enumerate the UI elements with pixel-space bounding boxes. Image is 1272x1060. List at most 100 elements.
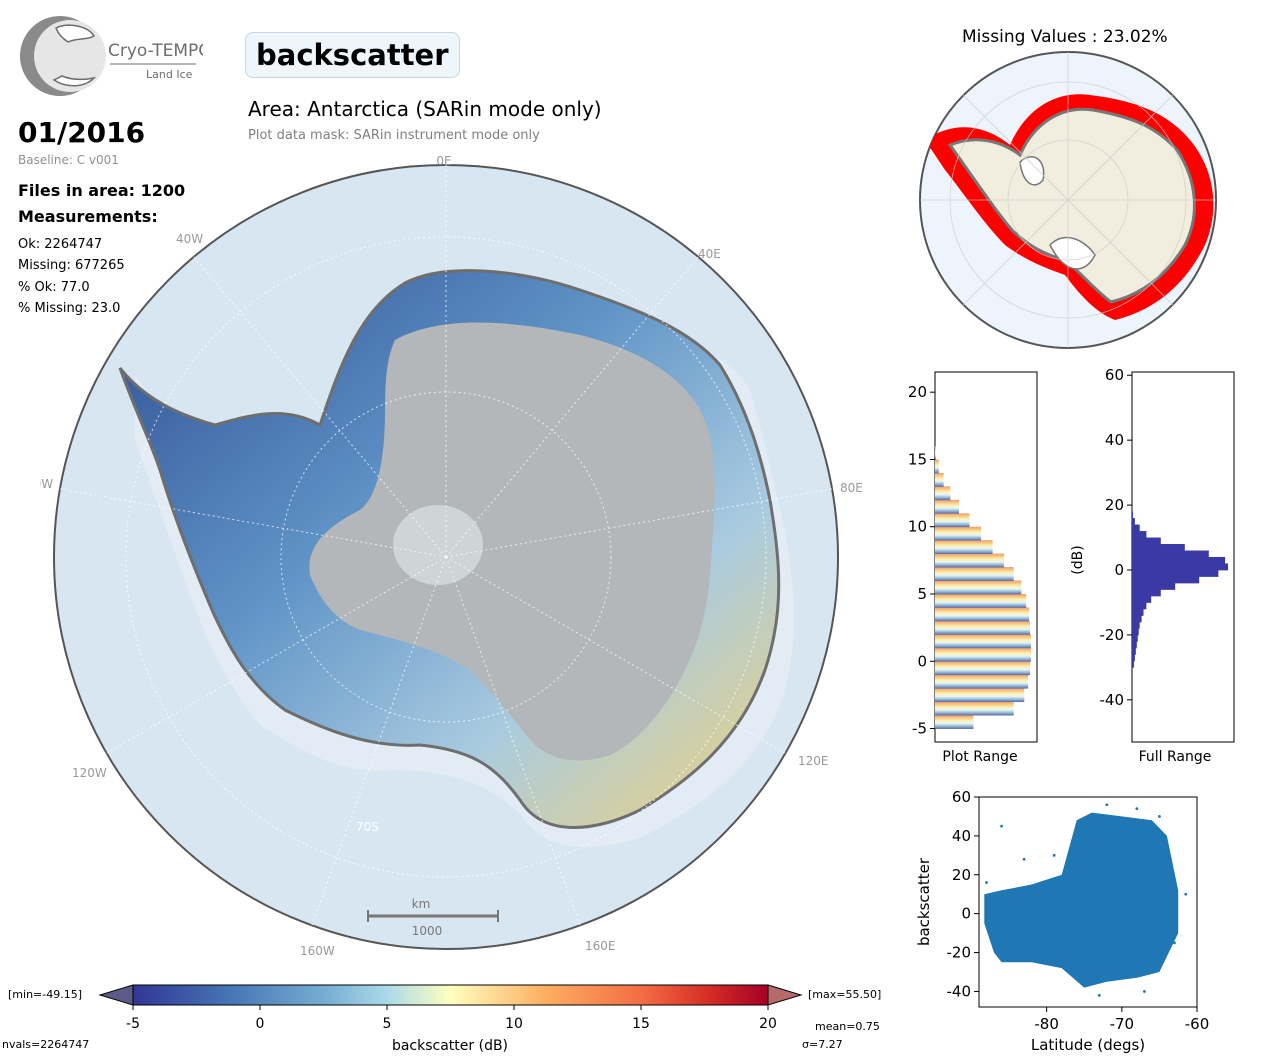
latitude-scatter: -40 -20 0 20 40 60 -80 -70 -60 backscatter Latit… bbox=[915, 788, 1209, 1054]
full-range-hist-bar bbox=[1132, 602, 1147, 610]
plot-range-hist-bar bbox=[935, 674, 1029, 689]
colorbar-tick-label: 0 bbox=[256, 1016, 265, 1032]
scatter-point bbox=[1142, 990, 1146, 993]
stat-pct-ok: % Ok: 77.0 bbox=[18, 280, 90, 295]
scatter-ytick-label: 40 bbox=[952, 827, 971, 845]
plot-range-hist-bar bbox=[935, 459, 939, 474]
colorbar-label: backscatter (dB) bbox=[392, 1038, 508, 1054]
scatter-ytick-label: -20 bbox=[947, 944, 972, 962]
full-range-hist-bar bbox=[1132, 660, 1134, 668]
scatter-point bbox=[985, 881, 988, 884]
full-range-hist-bar bbox=[1132, 531, 1147, 538]
lat-label-70s: 70S bbox=[356, 820, 379, 834]
colorbar-tick-label: 10 bbox=[505, 1016, 523, 1032]
colorbar-min-label: [min=-49.15] bbox=[8, 988, 83, 1001]
full-range-hist-tick-label: 60 bbox=[1105, 366, 1124, 384]
full-range-hist-tick-label: 40 bbox=[1105, 431, 1124, 449]
colorbar-tick-label: 15 bbox=[632, 1016, 650, 1032]
plot-range-hist-bar bbox=[935, 647, 1031, 662]
full-range-hist-bar bbox=[1132, 563, 1228, 571]
full-range-hist-tick-label: -20 bbox=[1100, 626, 1125, 644]
pole-hole bbox=[393, 505, 483, 585]
plot-range-hist-bar bbox=[935, 701, 1014, 716]
plot-range-hist-bar bbox=[935, 580, 1022, 595]
plot-range-hist-tick-label: 0 bbox=[917, 652, 927, 670]
plot-range-hist-bar bbox=[935, 446, 936, 460]
full-range-hist-bar bbox=[1132, 628, 1139, 636]
full-range-hist-bar bbox=[1132, 582, 1176, 590]
full-range-hist-bar bbox=[1132, 569, 1219, 577]
full-range-hist-tick-label: 0 bbox=[1114, 561, 1124, 579]
full-range-hist-bar bbox=[1132, 654, 1135, 662]
plot-range-hist-bar bbox=[935, 526, 982, 541]
mask-note: Plot data mask: SARin instrument mode on… bbox=[248, 128, 540, 143]
files-in-area: Files in area: 1200 bbox=[18, 181, 186, 200]
full-range-hist-bar bbox=[1132, 595, 1152, 603]
scatter-point bbox=[1000, 824, 1003, 828]
full-range-hist-bar bbox=[1132, 576, 1200, 584]
scatter-point bbox=[1105, 803, 1109, 807]
baseline-label: Baseline: C v001 bbox=[18, 153, 119, 167]
scatter-point bbox=[1022, 857, 1026, 861]
full-range-hist-bar bbox=[1132, 544, 1185, 551]
plot-range-hist-bar bbox=[935, 540, 993, 555]
interior-no-data bbox=[309, 322, 715, 761]
plot-range-hist-bar bbox=[935, 688, 1025, 703]
area-title: Area: Antarctica (SARin mode only) bbox=[248, 97, 602, 121]
colorbar-tick-label: 20 bbox=[759, 1016, 777, 1032]
nvals-label: nvals=2264747 bbox=[2, 1038, 90, 1051]
date-label: 01/2016 bbox=[18, 116, 146, 149]
logo-name: Cryo-TEMPO bbox=[108, 41, 203, 61]
plot-range-hist-bar bbox=[935, 486, 951, 501]
lon-label-120w: 120W bbox=[72, 766, 107, 780]
lon-label-160e: 160E bbox=[585, 939, 616, 953]
plot-range-histogram: -5 0 5 10 15 20 Plot Range bbox=[908, 371, 1038, 765]
colorbar: -5 0 5 10 15 20 backscatter (dB) bbox=[98, 984, 803, 1054]
full-range-hist-bar bbox=[1132, 647, 1136, 655]
lon-label-40e: 40E bbox=[698, 247, 721, 261]
scatter-xtick-label: -70 bbox=[1110, 1015, 1135, 1033]
stat-ok: Ok: 2264747 bbox=[18, 237, 103, 252]
cryo-tempo-logo: Cryo-TEMPO Land Ice bbox=[18, 14, 212, 100]
full-range-hist-bar bbox=[1132, 511, 1133, 519]
scatter-ytick-label: 60 bbox=[952, 788, 971, 806]
colorbar-tick-label: -5 bbox=[126, 1016, 140, 1032]
scatter-xtick-label: -80 bbox=[1034, 1015, 1059, 1033]
colorbar-max-label: [max=55.50] bbox=[808, 988, 882, 1001]
scale-bar: km 1000 bbox=[367, 897, 499, 938]
colorbar-min-extend bbox=[98, 984, 134, 1006]
scatter-point bbox=[1158, 815, 1161, 818]
scatter-ylabel: backscatter bbox=[915, 857, 933, 946]
full-range-hist-tick-label: -40 bbox=[1100, 691, 1125, 709]
colorbar-max-extend bbox=[767, 984, 803, 1006]
full-range-hist-bar bbox=[1132, 557, 1226, 564]
stat-pct-missing: % Missing: 23.0 bbox=[18, 301, 121, 316]
missing-values-title: Missing Values : 23.02% bbox=[962, 27, 1168, 47]
scatter-xlabel: Latitude (degs) bbox=[1031, 1036, 1145, 1054]
full-range-hist-bar bbox=[1132, 518, 1135, 525]
measurements-heading: Measurements: bbox=[18, 207, 158, 226]
sigma-label: σ=7.27 bbox=[802, 1038, 843, 1051]
colorbar-tick-label: 5 bbox=[383, 1016, 392, 1032]
stat-missing: Missing: 677265 bbox=[18, 258, 125, 273]
full-range-hist-bar bbox=[1132, 615, 1142, 623]
missing-land bbox=[947, 107, 1196, 304]
lon-label-80w: 80W bbox=[40, 477, 53, 491]
plot-range-hist-bar bbox=[935, 715, 974, 729]
plot-range-hist-tick-label: 5 bbox=[917, 585, 927, 603]
scatter-point bbox=[1135, 807, 1139, 811]
plot-range-hist-tick-label: 20 bbox=[908, 383, 927, 401]
full-range-hist-bar bbox=[1132, 608, 1144, 616]
lon-label-160w: 160W bbox=[300, 944, 335, 958]
logo-sub: Land Ice bbox=[146, 68, 193, 81]
plot-range-hist-bar bbox=[935, 620, 1031, 635]
full-range-hist-bar bbox=[1132, 550, 1209, 558]
plot-range-hist-bar bbox=[935, 634, 1031, 649]
scatter-point bbox=[1173, 941, 1176, 945]
full-range-hist-bar bbox=[1132, 641, 1137, 649]
plot-range-hist-bar bbox=[935, 472, 944, 487]
lon-label-80e: 80E bbox=[840, 481, 863, 495]
scatter-point bbox=[1097, 993, 1101, 997]
lon-label-40w: 40W bbox=[176, 232, 203, 246]
plot-range-hist-tick-label: 15 bbox=[908, 450, 927, 468]
